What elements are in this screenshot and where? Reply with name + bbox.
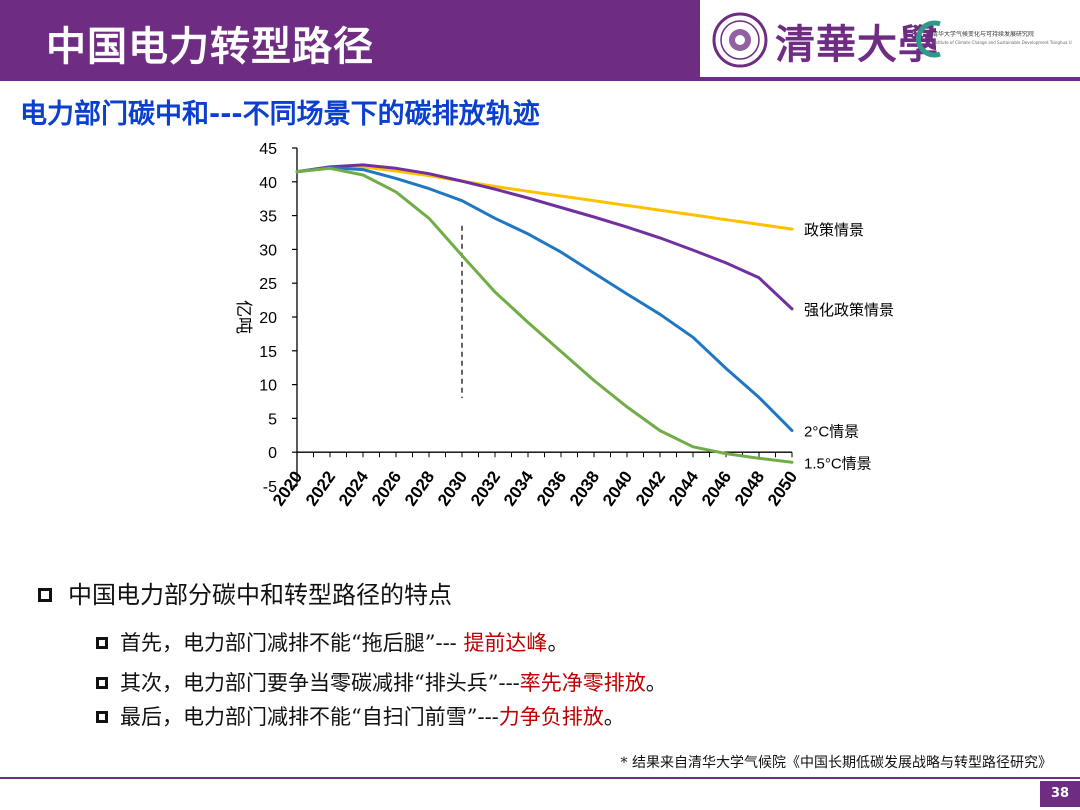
- footer-rule: [0, 777, 1080, 779]
- sub-bullet-emphasis: 提前达峰: [463, 631, 548, 655]
- series-end-label: 1.5°C情景: [804, 455, 872, 472]
- y-tick-label: 10: [259, 378, 277, 395]
- institute-name: 清华大学气候变化与可持续发展研究院: [932, 31, 1035, 38]
- y-tick-label: 45: [259, 141, 277, 158]
- sub-bullet-prefix: 其次，电力部门要争当零碳减排“排头兵”---: [120, 671, 520, 695]
- checkbox-square-icon: [96, 637, 108, 649]
- institute-subname: Institute of Climate Change and Sustaina…: [932, 40, 1072, 45]
- y-axis-title: 亿吨: [234, 300, 253, 334]
- checkbox-square-icon: [38, 588, 52, 602]
- x-tick-label: 2040: [599, 468, 636, 510]
- x-tick-label: 2036: [533, 468, 570, 510]
- checkbox-square-icon: [96, 711, 108, 723]
- y-tick-label: 35: [259, 209, 277, 226]
- y-tick-label: -5: [263, 479, 277, 496]
- x-tick-label: 2028: [401, 468, 438, 510]
- institute-logo-icon: [916, 20, 941, 58]
- x-tick-label: 2044: [665, 467, 703, 509]
- main-bullet: 中国电力部分碳中和转型路径的特点: [38, 575, 452, 610]
- header-rule: [0, 77, 1080, 81]
- checkbox-square-icon: [96, 677, 108, 689]
- sub-bullet: 首先，电力部门减排不能“拖后腿”--- 提前达峰。: [96, 627, 568, 657]
- series-end-label: 2°C情景: [804, 424, 859, 441]
- x-tick-label: 2022: [302, 468, 339, 510]
- x-tick-label: 2048: [731, 468, 768, 510]
- series-end-label: 强化政策情景: [804, 302, 894, 319]
- y-tick-label: 25: [259, 276, 277, 293]
- logo-area: [700, 0, 1080, 77]
- x-tick-label: 2046: [698, 468, 735, 510]
- y-tick-label: 0: [268, 445, 277, 462]
- series-line: [295, 166, 794, 464]
- sub-bullet: 其次，电力部门要争当零碳减排“排头兵”---率先净零排放。: [96, 667, 667, 697]
- x-tick-label: 2024: [335, 467, 373, 509]
- sub-bullet-suffix: 。: [603, 705, 625, 729]
- source-footnote: * 结果来自清华大学气候院《中国长期低碳发展战略与转型路径研究》: [620, 755, 1052, 771]
- x-tick-label: 2042: [632, 468, 669, 510]
- series-line: [295, 166, 794, 433]
- series-line: [295, 163, 794, 311]
- y-tick-label: 30: [259, 242, 277, 259]
- page-number: 38: [1040, 781, 1080, 807]
- sub-bullet-emphasis: 力争负排放: [498, 705, 604, 729]
- y-tick-label: 5: [268, 411, 277, 428]
- y-tick-label: 20: [259, 310, 277, 327]
- x-tick-label: 2034: [500, 467, 538, 509]
- series-line: [295, 165, 794, 231]
- series-end-label: 政策情景: [804, 222, 864, 239]
- x-tick-label: 2030: [434, 468, 471, 510]
- chart-series: [295, 163, 794, 464]
- sub-bullet-prefix: 最后，电力部门减排不能“自扫门前雪”---: [120, 705, 499, 729]
- x-tick-label: 2026: [368, 468, 405, 510]
- sub-bullet-emphasis: 率先净零排放: [519, 671, 646, 695]
- university-seal-icon: [712, 12, 768, 68]
- x-tick-label: 2038: [566, 468, 603, 510]
- sub-bullet-suffix: 。: [547, 631, 569, 655]
- slide-subtitle: 电力部门碳中和---不同场景下的碳排放轨迹: [20, 99, 540, 130]
- sub-bullet: 最后，电力部门减排不能“自扫门前雪”---力争负排放。: [96, 701, 625, 731]
- y-tick-label: 15: [259, 344, 277, 361]
- y-tick-label: 40: [259, 175, 277, 192]
- slide-title: 中国电力转型路径: [46, 24, 374, 70]
- university-name: 清華大學: [775, 21, 939, 68]
- header-bar: 中国电力转型路径: [0, 0, 700, 77]
- chart-axes: [292, 147, 793, 487]
- main-bullet-text: 中国电力部分碳中和转型路径的特点: [68, 581, 452, 609]
- x-tick-label: 2032: [467, 468, 504, 510]
- sub-bullet-prefix: 首先，电力部门减排不能“拖后腿”---: [120, 631, 464, 655]
- x-tick-label: 2050: [764, 468, 801, 510]
- emission-trajectory-chart: 454035302520151050-520202022202420262028…: [234, 141, 894, 510]
- sub-bullet-suffix: 。: [645, 671, 667, 695]
